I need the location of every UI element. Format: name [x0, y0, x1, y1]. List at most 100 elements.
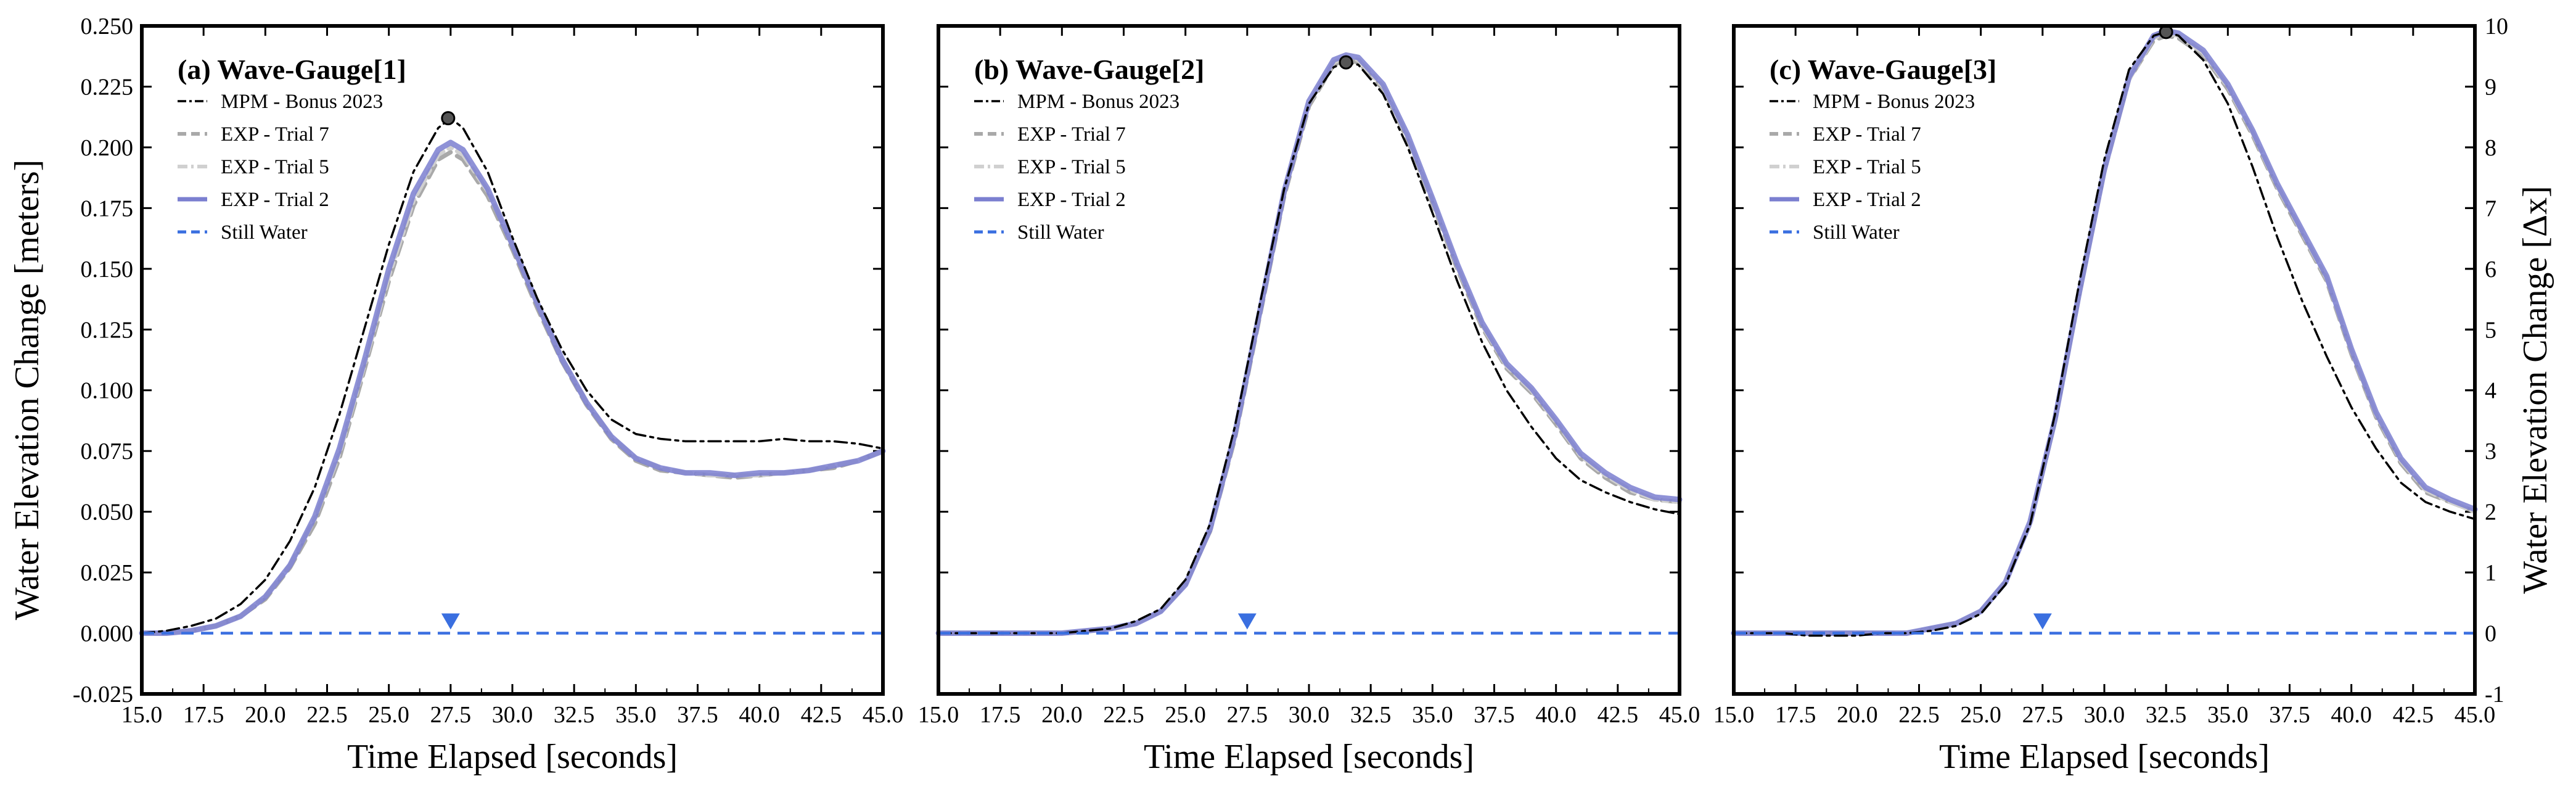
x-tick-label: 45.0	[2455, 702, 2496, 728]
legend-label: MPM - Bonus 2023	[221, 91, 383, 113]
y-right-tick-label: 8	[2485, 135, 2496, 161]
x-tick-label: 32.5	[1350, 702, 1392, 728]
y-tick-label: 0.225	[81, 74, 134, 100]
y-tick-label: 0.250	[81, 14, 134, 39]
panel-title: (c) Wave-Gauge[3]	[1770, 54, 1996, 85]
legend-label: MPM - Bonus 2023	[1813, 91, 1975, 113]
y-right-tick-label: 2	[2485, 500, 2496, 526]
still-water-marker	[441, 613, 460, 630]
series-line-mpm-bonus-2023	[141, 117, 884, 635]
legend-label: EXP - Trial 2	[221, 189, 329, 211]
x-tick-label: 20.0	[1837, 702, 1878, 728]
x-tick-label: 40.0	[1535, 702, 1577, 728]
x-tick-label: 37.5	[2269, 702, 2310, 728]
y-tick-label: -0.025	[73, 682, 133, 707]
y-tick-label: 0.000	[81, 621, 134, 647]
legend-label: Still Water	[1813, 221, 1900, 244]
legend-label: Still Water	[221, 221, 308, 244]
panel-title: (a) Wave-Gauge[1]	[178, 54, 406, 85]
legend-label: EXP - Trial 2	[1813, 189, 1921, 211]
x-tick-label: 22.5	[1898, 702, 1940, 728]
x-tick-label: 32.5	[554, 702, 595, 728]
x-tick-label: 22.5	[306, 702, 348, 728]
x-axis-label: Time Elapsed [seconds]	[1144, 738, 1474, 776]
x-tick-label: 42.5	[801, 702, 842, 728]
panel-b: 15.0 17.5 20.0 22.5 25.0 27.5 30.0 32.5 35.0 37.5…	[918, 24, 1700, 776]
y-right-tick-label: 5	[2485, 317, 2496, 343]
y-tick-label: 0.025	[81, 560, 134, 586]
y-right-tick-label: 4	[2485, 378, 2496, 404]
x-tick-label: 45.0	[1659, 702, 1700, 728]
y-right-tick-label: 10	[2485, 14, 2508, 39]
x-tick-label: 20.0	[1041, 702, 1083, 728]
x-tick-label: 27.5	[1227, 702, 1268, 728]
legend-label: MPM - Bonus 2023	[1017, 91, 1179, 113]
x-tick-label: 30.0	[492, 702, 533, 728]
x-tick-label: 25.0	[1165, 702, 1206, 728]
x-tick-label: 17.5	[980, 702, 1021, 728]
y-tick-label: 0.050	[81, 500, 134, 526]
x-tick-label: 35.0	[615, 702, 657, 728]
legend-label: EXP - Trial 7	[1017, 123, 1126, 146]
y-tick-label: 0.150	[81, 257, 134, 283]
y-right-tick-label: 1	[2485, 560, 2496, 586]
y-right-tick-label: 9	[2485, 74, 2496, 100]
y-right-tick-label: 7	[2485, 196, 2496, 221]
series-line-exp-trial-2	[139, 139, 886, 636]
x-tick-label: 37.5	[1474, 702, 1515, 728]
y-right-tick-label: 0	[2485, 621, 2496, 647]
y-axis-label-right: Water Elevation Change [Δx]	[2516, 186, 2554, 593]
x-tick-label: 45.0	[863, 702, 904, 728]
legend-label: EXP - Trial 2	[1017, 189, 1126, 211]
plot-frame	[1732, 24, 2477, 696]
y-tick-label: 0.100	[81, 378, 134, 404]
x-tick-label: 37.5	[677, 702, 718, 728]
peak-marker	[1339, 55, 1353, 70]
x-tick-label: 15.0	[918, 702, 959, 728]
x-tick-label: 22.5	[1103, 702, 1144, 728]
x-tick-label: 40.0	[739, 702, 780, 728]
panel-c: 15.0 17.5 20.0 22.5 25.0 27.5 30.0 32.5 35.0 37.5…	[1713, 14, 2508, 776]
x-tick-label: 25.0	[1960, 702, 2001, 728]
legend-label: Still Water	[1017, 221, 1104, 244]
y-right-tick-label: 3	[2485, 439, 2496, 464]
legend-label: EXP - Trial 5	[1017, 156, 1126, 178]
y-right-tick-label: -1	[2485, 682, 2504, 707]
panel-title: (b) Wave-Gauge[2]	[974, 54, 1205, 85]
x-tick-label: 17.5	[183, 702, 224, 728]
peak-marker	[441, 111, 456, 126]
x-tick-label: 15.0	[1713, 702, 1755, 728]
x-tick-label: 42.5	[2393, 702, 2434, 728]
panel-a: 15.0 17.5 20.0 22.5 25.0 27.5 30.0 32.5 35.0 37.5…	[73, 14, 903, 776]
x-tick-label: 17.5	[1775, 702, 1816, 728]
y-tick-label: 0.125	[81, 317, 134, 343]
legend-label: EXP - Trial 5	[1813, 156, 1921, 178]
x-tick-label: 25.0	[368, 702, 409, 728]
y-tick-label: 0.175	[81, 196, 134, 221]
y-axis-label-left: Water Elevation Change [meters]	[8, 160, 46, 621]
x-tick-label: 27.5	[430, 702, 472, 728]
legend-label: EXP - Trial 7	[221, 123, 329, 146]
legend-label: EXP - Trial 7	[1813, 123, 1921, 146]
plot-frame	[937, 24, 1681, 696]
x-tick-label: 40.0	[2331, 702, 2372, 728]
x-tick-label: 20.0	[245, 702, 286, 728]
x-tick-label: 15.0	[121, 702, 163, 728]
y-tick-label: 0.075	[81, 439, 134, 464]
still-water-marker	[1237, 613, 1257, 630]
series-line-mpm-bonus-2023	[1733, 31, 2476, 637]
x-tick-label: 35.0	[1412, 702, 1453, 728]
x-tick-label: 32.5	[2146, 702, 2187, 728]
x-axis-label: Time Elapsed [seconds]	[1939, 738, 2270, 776]
x-tick-label: 27.5	[2022, 702, 2064, 728]
x-tick-label: 35.0	[2207, 702, 2249, 728]
x-tick-label: 30.0	[2084, 702, 2125, 728]
x-axis-label: Time Elapsed [seconds]	[347, 738, 678, 776]
x-tick-label: 30.0	[1289, 702, 1330, 728]
legend-label: EXP - Trial 5	[221, 156, 329, 178]
plot-frame	[140, 24, 885, 696]
y-right-tick-label: 6	[2485, 257, 2496, 283]
still-water-marker	[2033, 613, 2052, 630]
